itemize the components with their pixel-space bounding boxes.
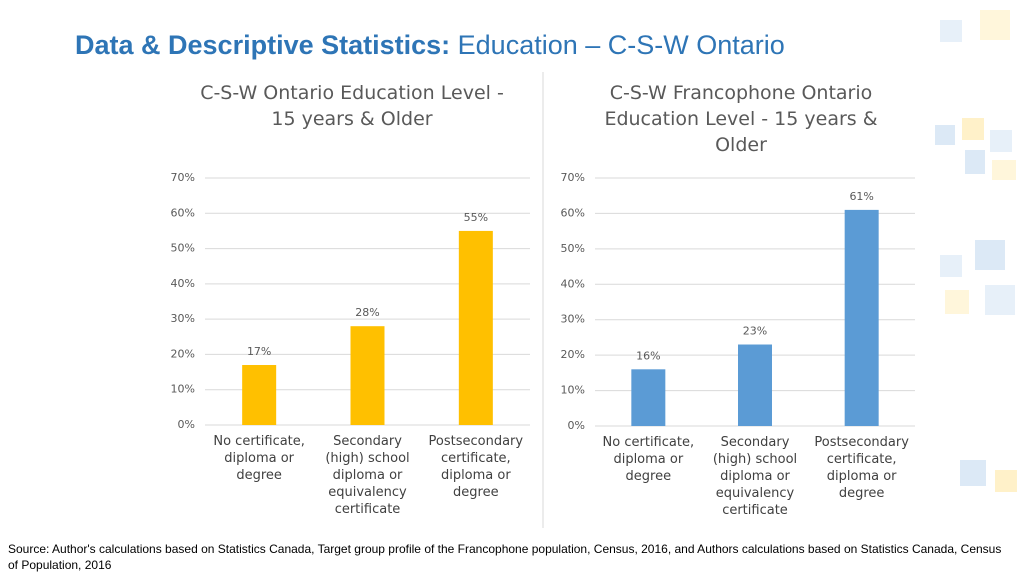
y-tick-label: 60%: [561, 206, 585, 219]
bar: [242, 365, 277, 425]
value-label: 28%: [355, 306, 379, 319]
chart-title: C-S-W Francophone Ontario Education Leve…: [604, 82, 878, 156]
y-tick-label: 50%: [171, 242, 195, 255]
y-tick-label: 30%: [561, 313, 585, 326]
value-label: 16%: [636, 349, 660, 362]
x-tick-label: Secondary (high) school diploma or equiv…: [712, 435, 798, 518]
title-rest: Education – C-S-W Ontario: [457, 30, 785, 60]
y-tick-label: 10%: [561, 384, 585, 397]
y-tick-label: 20%: [561, 348, 585, 361]
value-label: 55%: [464, 211, 488, 224]
value-label: 61%: [849, 190, 873, 203]
x-tick-label: Postsecondary certificate, diploma or de…: [428, 434, 524, 500]
y-tick-label: 20%: [171, 347, 195, 360]
y-tick-label: 70%: [561, 171, 585, 184]
y-tick-label: 40%: [171, 277, 195, 290]
x-tick-label: Secondary (high) school diploma or equiv…: [325, 434, 410, 517]
x-tick-label: Postsecondary certificate, diploma or de…: [814, 435, 909, 501]
y-tick-label: 10%: [171, 383, 195, 396]
bar: [631, 369, 666, 426]
chart-title: C-S-W Ontario Education Level - 15 years…: [200, 82, 504, 130]
y-tick-label: 70%: [171, 171, 195, 184]
source-note: Source: Author's calculations based on S…: [8, 542, 1002, 572]
title-bold: Data & Descriptive Statistics:: [75, 30, 451, 60]
y-tick-label: 0%: [178, 418, 195, 431]
bar: [458, 230, 493, 425]
decoration: [935, 10, 1017, 492]
bar: [844, 209, 879, 426]
y-tick-label: 50%: [561, 242, 585, 255]
x-tick-label: No certificate, diploma or degree: [213, 434, 305, 483]
bar: [350, 326, 385, 425]
value-label: 23%: [743, 325, 767, 338]
y-tick-label: 60%: [171, 206, 195, 219]
value-label: 17%: [247, 345, 271, 358]
x-tick-label: No certificate, diploma or degree: [602, 435, 695, 484]
slide-title: Data & Descriptive Statistics: Education…: [75, 30, 785, 61]
bar: [738, 344, 772, 426]
y-tick-label: 40%: [561, 277, 585, 290]
y-tick-label: 0%: [568, 419, 585, 432]
y-tick-label: 30%: [171, 312, 195, 325]
